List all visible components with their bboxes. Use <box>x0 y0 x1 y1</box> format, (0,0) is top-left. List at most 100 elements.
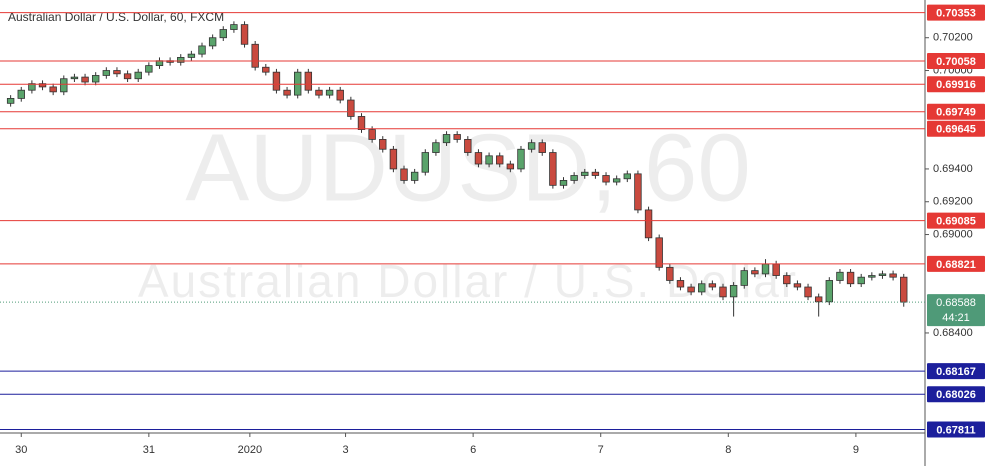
candle-body <box>81 76 89 83</box>
candle-body <box>825 280 834 303</box>
level-label-box <box>927 363 985 380</box>
level-label-box <box>927 53 985 70</box>
x-tick-label: 9 <box>853 444 859 456</box>
candle-body <box>761 263 770 275</box>
level-label-box <box>927 212 985 229</box>
candle-body <box>91 75 100 83</box>
x-tick-label: 30 <box>15 444 27 456</box>
candle-body <box>251 43 259 68</box>
candle-body <box>900 276 908 303</box>
candle-body <box>60 78 68 93</box>
level-label-box <box>927 103 985 120</box>
candle-body <box>240 24 249 45</box>
candle-body <box>581 171 589 176</box>
candle-body <box>325 89 334 96</box>
level-label: 0.68026 <box>936 389 976 401</box>
x-tick-label: 7 <box>598 444 604 456</box>
candle-body <box>315 89 323 96</box>
candle-body <box>612 178 621 183</box>
candle-body <box>666 266 674 281</box>
candle-body <box>272 71 281 91</box>
candle-body <box>230 24 238 30</box>
watermark-symbol: AUDUSD, 60 <box>185 114 751 221</box>
x-tick-label: 2020 <box>238 444 262 456</box>
level-label: 0.68167 <box>936 366 976 378</box>
candle-body <box>432 142 440 153</box>
candle-body <box>698 283 706 293</box>
candle-body <box>453 134 461 140</box>
last-price-label: 0.68588 <box>936 297 976 309</box>
candle-body <box>38 83 47 88</box>
candle-body <box>527 142 536 150</box>
y-tick-label: 0.69200 <box>933 196 973 208</box>
candle-body <box>357 116 366 130</box>
candle-body <box>570 175 578 181</box>
candle-body <box>304 71 313 91</box>
candle-body <box>793 283 802 288</box>
level-label: 0.67811 <box>936 424 975 436</box>
candle-body <box>442 134 451 144</box>
candle-body <box>219 29 227 39</box>
candle-body <box>400 168 408 181</box>
level-label-box <box>927 76 985 93</box>
level-label: 0.69085 <box>936 216 976 228</box>
candle-body <box>474 152 483 165</box>
level-label: 0.69645 <box>936 124 976 136</box>
watermark-description: Australian Dollar / U.S. Dollar <box>138 255 798 307</box>
level-label: 0.70058 <box>936 56 976 68</box>
level-label-box <box>927 386 985 403</box>
candle-body <box>878 273 887 276</box>
candle-body <box>729 284 738 298</box>
candle-body <box>198 45 206 55</box>
candle-body <box>410 171 419 181</box>
candle-body <box>485 155 493 165</box>
level-label: 0.68821 <box>936 259 976 271</box>
candle-body <box>559 180 568 186</box>
candle-body <box>687 286 695 293</box>
candle-body <box>28 83 36 91</box>
last-price-box <box>927 294 985 327</box>
candle-body <box>804 286 812 298</box>
candle-body <box>177 57 185 63</box>
candle-body <box>549 152 557 186</box>
candle-body <box>846 271 855 285</box>
x-tick-label: 3 <box>342 444 348 456</box>
candle-body <box>187 53 196 58</box>
plot <box>6 21 908 317</box>
countdown-label: 44:21 <box>942 312 970 324</box>
candle-body <box>283 89 291 96</box>
candle-body <box>464 139 472 153</box>
level-label: 0.70353 <box>936 8 976 20</box>
candle-body <box>6 98 15 104</box>
level-label-box <box>927 4 985 21</box>
candle-body <box>113 70 121 75</box>
candle-body <box>421 152 429 173</box>
candle-body <box>49 86 57 93</box>
candle-body <box>719 286 727 298</box>
candle-body <box>506 163 515 170</box>
level-label-box <box>927 255 985 272</box>
candle-body <box>644 209 653 239</box>
level-label-box <box>927 120 985 137</box>
candle-body <box>868 275 876 278</box>
candle-body <box>517 148 525 170</box>
y-tick-label: 0.69000 <box>933 228 973 240</box>
level-label: 0.69916 <box>936 79 976 91</box>
candle-body <box>123 73 132 80</box>
candle-body <box>368 129 376 140</box>
candle-body <box>836 271 844 281</box>
candle-body <box>623 173 631 180</box>
y-tick-label: 0.70200 <box>933 32 973 44</box>
level-label-box <box>927 421 985 438</box>
candle-body <box>102 70 111 76</box>
candle-body <box>708 283 717 288</box>
candle-body <box>602 175 610 183</box>
candle-body <box>294 71 302 96</box>
x-tick-label: 6 <box>470 444 476 456</box>
candle-body <box>347 99 355 117</box>
candle-body <box>676 280 685 288</box>
candle-body <box>17 89 25 99</box>
